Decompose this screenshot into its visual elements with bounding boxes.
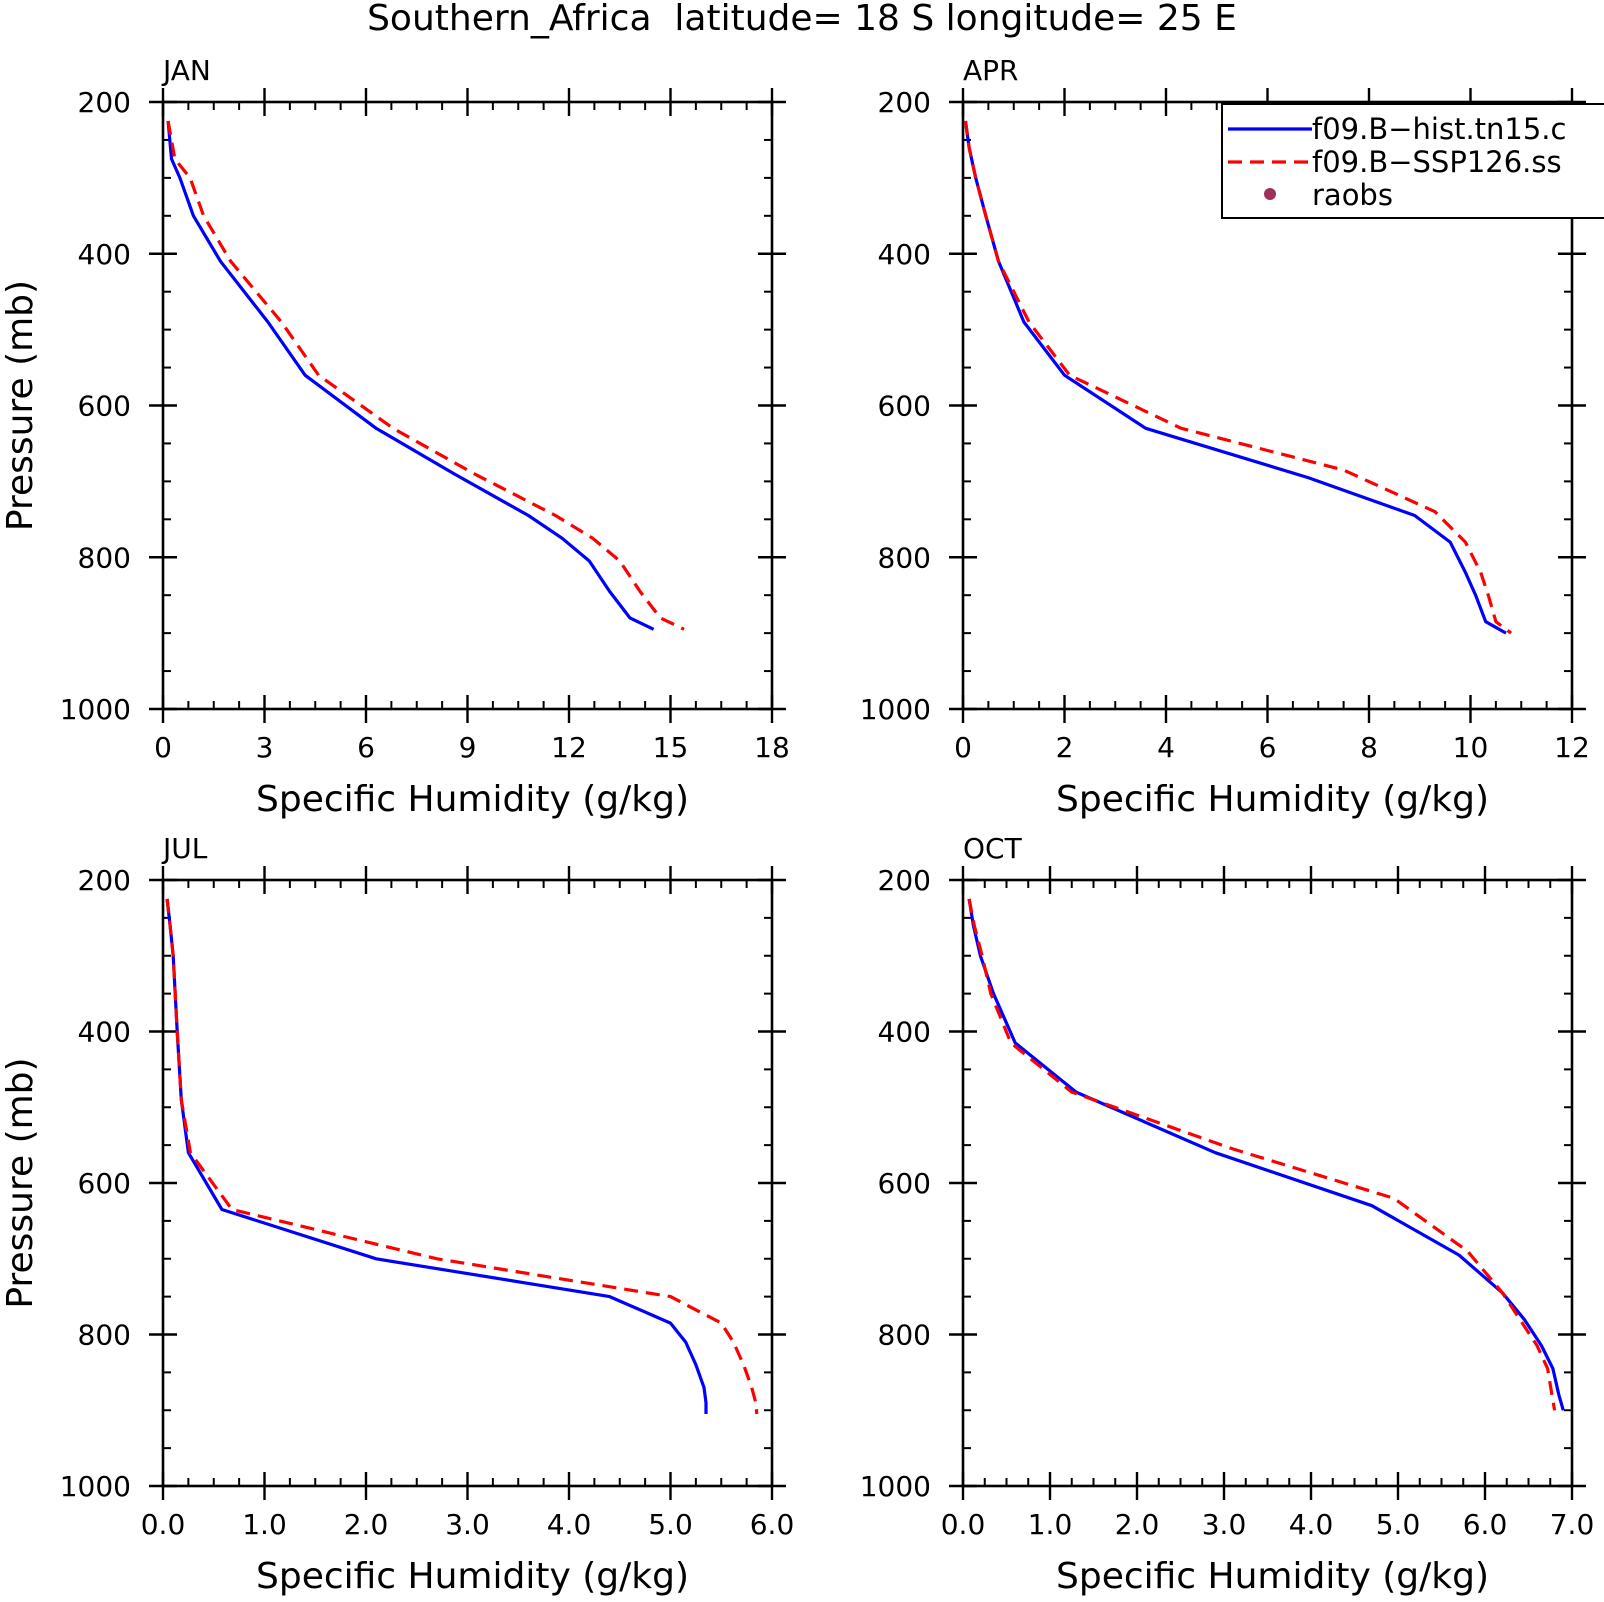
y-tick-label: 200 xyxy=(78,86,131,119)
x-tick-label: 3.0 xyxy=(1202,1508,1247,1541)
chart-panels: 200 400 600 800 1000 0 3 6 9 12 15 18 JAN Specific Hu… xyxy=(0,54,1594,1597)
x-tick-label: 6.0 xyxy=(750,1508,795,1541)
y-tick-label: 400 xyxy=(78,238,131,271)
series-line-hist xyxy=(967,898,1565,1411)
y-tick-label: 1000 xyxy=(860,1470,931,1503)
panel-label: JAN xyxy=(161,54,211,87)
y-tick-label: 600 xyxy=(78,1167,131,1200)
x-tick-label: 15 xyxy=(653,731,689,764)
chart-panel-oct: 200 400 600 800 1000 0.0 1.0 2.0 3.0 4.0 5.0 6.0 7.0… xyxy=(860,832,1595,1597)
chart-panel-jan: 200 400 600 800 1000 0 3 6 9 12 15 18 JAN Specific Hu… xyxy=(0,54,790,820)
y-tick-label: 600 xyxy=(878,1167,931,1200)
y-tick-label: 200 xyxy=(78,864,131,897)
series-line-ssp126 xyxy=(166,120,685,631)
x-tick-label: 10 xyxy=(1453,731,1489,764)
x-tick-label: 1.0 xyxy=(242,1508,287,1541)
x-tick-label: 12 xyxy=(1554,731,1590,764)
x-tick-label: 5.0 xyxy=(648,1508,693,1541)
plot-frame xyxy=(161,100,774,711)
y-tick-label: 800 xyxy=(878,541,931,574)
x-tick-label: 0.0 xyxy=(941,1508,986,1541)
legend-label: f09.B−SSP126.ss xyxy=(1312,145,1562,179)
legend-label: f09.B−hist.tn15.c xyxy=(1312,112,1566,146)
x-tick-label: 18 xyxy=(754,731,790,764)
x-tick-label: 6 xyxy=(357,731,375,764)
x-tick-label: 0 xyxy=(154,731,172,764)
x-axis-label: Specific Humidity (g/kg) xyxy=(256,779,689,820)
x-tick-label: 3.0 xyxy=(445,1508,490,1541)
chart-panel-jul: 200 400 600 800 1000 0.0 1.0 2.0 3.0 4.0 5.0 6.0 JUL… xyxy=(0,832,794,1597)
x-tick-label: 8 xyxy=(1360,731,1378,764)
figure-title: Southern_Africa latitude= 18 S longitude… xyxy=(367,0,1237,39)
x-tick-label: 2.0 xyxy=(344,1508,389,1541)
legend-marker-raobs xyxy=(1264,188,1276,200)
x-tick-label: 7.0 xyxy=(1550,1508,1595,1541)
y-tick-label: 1000 xyxy=(860,693,931,726)
x-tick-label: 1.0 xyxy=(1028,1508,1073,1541)
plot-frame xyxy=(961,878,1574,1488)
panel-label: APR xyxy=(963,54,1019,87)
y-tick-label: 800 xyxy=(878,1319,931,1352)
y-axis-label: Pressure (mb) xyxy=(0,1057,41,1308)
panel-label: OCT xyxy=(963,832,1023,865)
y-tick-label: 400 xyxy=(78,1016,131,1049)
x-tick-label: 4.0 xyxy=(547,1508,592,1541)
y-tick-label: 200 xyxy=(878,864,931,897)
series-line-hist xyxy=(166,120,655,631)
y-tick-label: 400 xyxy=(878,238,931,271)
x-tick-label: 0.0 xyxy=(141,1508,186,1541)
x-tick-label: 6 xyxy=(1259,731,1277,764)
series-line-ssp126 xyxy=(963,120,1513,635)
x-axis-label: Specific Humidity (g/kg) xyxy=(1056,779,1489,820)
x-tick-label: 9 xyxy=(459,731,477,764)
x-tick-label: 5.0 xyxy=(1376,1508,1421,1541)
y-tick-label: 800 xyxy=(78,1319,131,1352)
series-line-ssp126 xyxy=(165,898,759,1415)
y-tick-label: 1000 xyxy=(60,1470,131,1503)
legend-label: raobs xyxy=(1312,178,1393,212)
y-tick-label: 600 xyxy=(878,390,931,423)
x-tick-label: 2.0 xyxy=(1115,1508,1160,1541)
series-line-hist xyxy=(165,898,708,1414)
chart-panel-apr: 200 400 600 800 1000 0 2 4 6 8 10 12 APR Specific Hum… xyxy=(860,54,1590,820)
plot-frame xyxy=(161,878,774,1488)
y-tick-label: 600 xyxy=(78,390,131,423)
y-tick-label: 400 xyxy=(878,1016,931,1049)
x-axis-label: Specific Humidity (g/kg) xyxy=(1056,1556,1489,1597)
x-tick-label: 4 xyxy=(1157,731,1175,764)
panel-label: JUL xyxy=(161,832,208,865)
x-tick-label: 6.0 xyxy=(1463,1508,1508,1541)
y-tick-label: 1000 xyxy=(60,693,131,726)
x-tick-label: 12 xyxy=(551,731,587,764)
y-tick-label: 800 xyxy=(78,541,131,574)
y-tick-label: 200 xyxy=(878,86,931,119)
x-tick-label: 2 xyxy=(1056,731,1074,764)
x-tick-label: 3 xyxy=(256,731,274,764)
y-axis-label: Pressure (mb) xyxy=(0,280,41,531)
series-line-ssp126 xyxy=(967,898,1557,1411)
x-axis-label: Specific Humidity (g/kg) xyxy=(256,1556,689,1597)
x-tick-label: 0 xyxy=(954,731,972,764)
x-tick-label: 4.0 xyxy=(1289,1508,1334,1541)
